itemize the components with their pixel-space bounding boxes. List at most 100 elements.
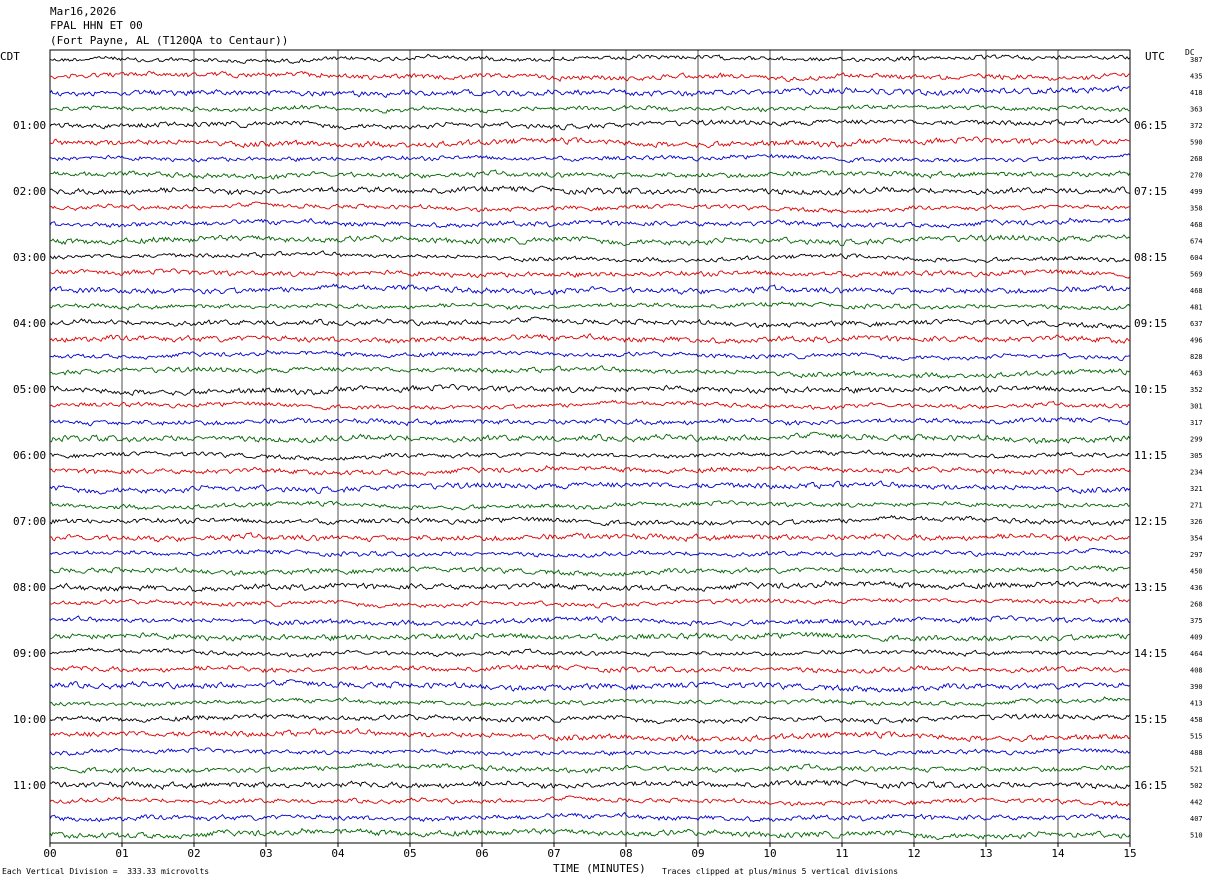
seismic-trace-row (49, 547, 1131, 558)
seismic-trace-row (49, 565, 1131, 577)
dc-offset-label: 354 (1190, 535, 1203, 543)
seismic-trace-row (49, 365, 1131, 379)
seismic-trace-row (49, 85, 1131, 99)
dc-offset-label: 268 (1190, 601, 1203, 609)
left-hour-label: 06:00 (13, 449, 46, 462)
seismic-trace-row (49, 827, 1131, 841)
dc-offset-label: 499 (1190, 188, 1203, 196)
seismic-trace-row (49, 234, 1131, 247)
dc-offset-label: 502 (1190, 782, 1203, 790)
dc-offset-label: 463 (1190, 370, 1203, 378)
dc-offset-label: 408 (1190, 667, 1203, 675)
dc-offset-label: 521 (1190, 766, 1203, 774)
x-tick-label: 06 (475, 847, 488, 860)
left-hour-label: 02:00 (13, 185, 46, 198)
dc-offset-label: 496 (1190, 337, 1203, 345)
dc-offset-label: 674 (1190, 238, 1203, 246)
x-tick-label: 03 (259, 847, 272, 860)
seismic-trace-row (49, 301, 1131, 311)
seismic-trace-row (49, 727, 1131, 743)
dc-offset-label: 515 (1190, 733, 1203, 741)
seismic-trace-row (49, 169, 1131, 180)
right-hour-label: 07:15 (1134, 185, 1167, 198)
seismic-trace-row (49, 104, 1131, 114)
seismic-trace-row (49, 664, 1131, 674)
clip-note: Traces clipped at plus/minus 5 vertical … (662, 867, 899, 876)
x-tick-label: 02 (187, 847, 200, 860)
right-hour-label: 10:15 (1134, 383, 1167, 396)
dc-offset-label: 268 (1190, 155, 1203, 163)
left-timezone-label: CDT (0, 50, 20, 63)
left-hour-label: 07:00 (13, 515, 46, 528)
seismic-trace-row (49, 416, 1131, 427)
seismic-trace-row (49, 531, 1131, 543)
dc-offset-label: 321 (1190, 485, 1203, 493)
dc-offset-label: 299 (1190, 436, 1203, 444)
seismic-trace-row (49, 480, 1131, 495)
dc-offset-label: 442 (1190, 799, 1203, 807)
x-axis-label: TIME (MINUTES) (553, 862, 646, 875)
x-tick-label: 15 (1123, 847, 1136, 860)
seismic-trace-row (49, 217, 1131, 229)
dc-offset-label: 372 (1190, 122, 1203, 130)
left-hour-label: 11:00 (13, 779, 46, 792)
dc-offset-label: 375 (1190, 617, 1203, 625)
dc-offset-label: 363 (1190, 106, 1203, 114)
seismic-trace-row (49, 117, 1131, 131)
dc-offset-label: 468 (1190, 287, 1203, 295)
seismic-trace-row (49, 779, 1131, 791)
x-tick-label: 09 (691, 847, 704, 860)
dc-offset-label: 450 (1190, 568, 1203, 576)
left-hour-label: 03:00 (13, 251, 46, 264)
scale-note: Each Vertical Division = 333.33 microvol… (2, 867, 210, 876)
dc-offset-label: 352 (1190, 386, 1203, 394)
seismic-trace-row (49, 679, 1131, 693)
right-hour-label: 16:15 (1134, 779, 1167, 792)
seismic-trace-row (49, 811, 1131, 823)
dc-offset-label: 418 (1190, 89, 1203, 97)
seismic-trace-row (49, 762, 1131, 774)
left-hour-label: 01:00 (13, 119, 46, 132)
x-tick-label: 05 (403, 847, 416, 860)
dc-offset-label: 234 (1190, 469, 1203, 477)
location-label: (Fort Payne, AL (T120QA to Centaur)) (50, 34, 289, 47)
x-tick-label: 04 (331, 847, 345, 860)
station-label: FPAL HHN ET 00 (50, 19, 143, 32)
dc-offset-label: 407 (1190, 815, 1203, 823)
dc-offset-label: 590 (1190, 139, 1203, 147)
seismic-trace-row (49, 647, 1131, 658)
right-hour-label: 14:15 (1134, 647, 1167, 660)
dc-offset-label: 458 (1190, 716, 1203, 724)
seismic-trace-row (49, 316, 1131, 330)
left-hour-label: 04:00 (13, 317, 46, 330)
seismic-trace-row (49, 70, 1131, 82)
dc-offset-label: 464 (1190, 650, 1203, 658)
left-hour-label: 10:00 (13, 713, 46, 726)
seismic-trace-row (49, 631, 1131, 642)
x-tick-label: 11 (835, 847, 848, 860)
seismic-trace-row (49, 449, 1131, 461)
dc-offset-label: 270 (1190, 172, 1203, 180)
x-tick-label: 12 (907, 847, 920, 860)
dc-offset-label: 317 (1190, 419, 1203, 427)
x-tick-label: 10 (763, 847, 776, 860)
dc-offset-label: 297 (1190, 551, 1203, 559)
seismic-trace-row (49, 747, 1131, 757)
dc-offset-label: 510 (1190, 832, 1203, 840)
dc-offset-label: 435 (1190, 73, 1203, 81)
dc-offset-label: 569 (1190, 271, 1203, 279)
x-tick-label: 00 (43, 847, 56, 860)
right-hour-label: 13:15 (1134, 581, 1167, 594)
seismic-trace-row (49, 283, 1131, 296)
right-timezone-label: UTC (1145, 50, 1165, 63)
dc-offset-label: 637 (1190, 320, 1203, 328)
x-tick-label: 13 (979, 847, 992, 860)
dc-offset-label: 301 (1190, 403, 1203, 411)
dc-offset-label: 436 (1190, 584, 1203, 592)
left-hour-label: 05:00 (13, 383, 46, 396)
seismic-trace-row (49, 713, 1131, 725)
seismic-trace-row (49, 399, 1131, 411)
seismic-trace-row (49, 250, 1131, 263)
date-label: Mar16,2026 (50, 5, 117, 18)
